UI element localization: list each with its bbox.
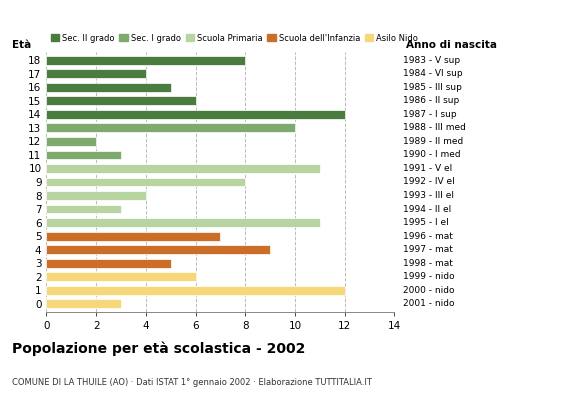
Text: 1994 - II el: 1994 - II el	[403, 204, 451, 214]
Text: 1989 - II med: 1989 - II med	[403, 137, 463, 146]
Bar	[46, 69, 146, 78]
Text: 1995 - I el: 1995 - I el	[403, 218, 449, 227]
Bar	[46, 272, 195, 281]
Text: 2001 - nido: 2001 - nido	[403, 299, 455, 308]
Bar	[46, 245, 270, 254]
Text: 1985 - III sup: 1985 - III sup	[403, 83, 462, 92]
Text: Anno di nascita: Anno di nascita	[406, 40, 497, 50]
Text: COMUNE DI LA THUILE (AO) · Dati ISTAT 1° gennaio 2002 · Elaborazione TUTTITALIA.: COMUNE DI LA THUILE (AO) · Dati ISTAT 1°…	[12, 378, 371, 387]
Bar	[46, 56, 245, 64]
Text: 1984 - VI sup: 1984 - VI sup	[403, 69, 463, 78]
Bar	[46, 96, 195, 105]
Text: 1993 - III el: 1993 - III el	[403, 191, 454, 200]
Bar	[46, 150, 121, 159]
Bar	[46, 178, 245, 186]
Text: 1999 - nido: 1999 - nido	[403, 272, 455, 281]
Bar	[46, 191, 146, 200]
Text: 1983 - V sup: 1983 - V sup	[403, 56, 460, 65]
Bar	[46, 218, 320, 227]
Text: 1997 - mat: 1997 - mat	[403, 245, 453, 254]
Bar	[46, 164, 320, 173]
Text: 1998 - mat: 1998 - mat	[403, 259, 453, 268]
Text: Età: Età	[12, 40, 31, 50]
Text: 1988 - III med: 1988 - III med	[403, 123, 466, 132]
Text: Popolazione per età scolastica - 2002: Popolazione per età scolastica - 2002	[12, 342, 305, 356]
Text: 1992 - IV el: 1992 - IV el	[403, 178, 455, 186]
Text: 1986 - II sup: 1986 - II sup	[403, 96, 459, 105]
Bar	[46, 110, 345, 119]
Bar	[46, 124, 295, 132]
Bar	[46, 205, 121, 214]
Legend: Sec. II grado, Sec. I grado, Scuola Primaria, Scuola dell'Infanzia, Asilo Nido: Sec. II grado, Sec. I grado, Scuola Prim…	[50, 34, 418, 43]
Text: 1991 - V el: 1991 - V el	[403, 164, 452, 173]
Bar	[46, 137, 96, 146]
Text: 1996 - mat: 1996 - mat	[403, 232, 453, 241]
Text: 2000 - nido: 2000 - nido	[403, 286, 455, 295]
Bar	[46, 259, 171, 268]
Text: 1990 - I med: 1990 - I med	[403, 150, 461, 160]
Bar	[46, 232, 220, 240]
Bar	[46, 300, 121, 308]
Text: 1987 - I sup: 1987 - I sup	[403, 110, 456, 119]
Bar	[46, 83, 171, 92]
Bar	[46, 286, 345, 295]
